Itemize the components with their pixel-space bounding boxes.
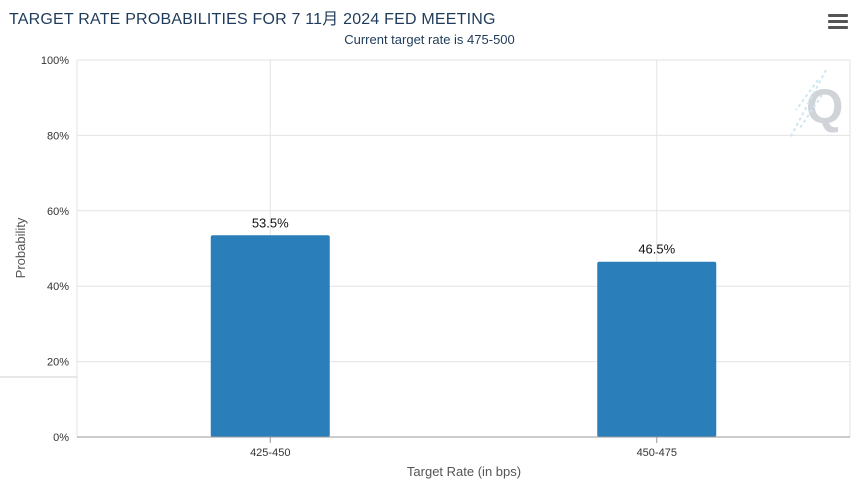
y-tick-label: 60% <box>47 206 69 218</box>
x-tick-label: 425-450 <box>250 447 290 459</box>
chart-title: TARGET RATE PROBABILITIES FOR 7 11月 2024… <box>9 11 496 28</box>
y-tick-label: 40% <box>47 281 69 293</box>
logo-streak <box>795 79 819 111</box>
y-tick-label: 100% <box>41 55 69 67</box>
data-label: 46.5% <box>638 242 675 257</box>
q-logo-text: Q <box>806 81 843 134</box>
grid-lines <box>0 59 851 438</box>
hamburger-menu-icon[interactable] <box>828 14 848 32</box>
data-label: 53.5% <box>252 215 289 230</box>
logo-streak <box>789 69 827 139</box>
x-axis-title: Target Rate (in bps) <box>407 464 521 479</box>
bar-450-475[interactable] <box>597 261 717 437</box>
y-tick-label: 20% <box>47 357 69 369</box>
q-logo-icon: Q <box>789 69 843 139</box>
x-axis-ticks: 425-450 450-475 <box>77 436 850 459</box>
y-tick-label: 80% <box>47 130 69 142</box>
x-tick-label: 450-475 <box>637 447 677 459</box>
y-tick-label: 0% <box>53 432 69 444</box>
bar-425-450[interactable] <box>210 235 330 437</box>
y-axis-ticks: 0% 20% 40% 60% 80% 100% <box>41 55 69 444</box>
data-labels: 53.5% 46.5% <box>252 215 676 256</box>
y-axis-title: Probability <box>13 217 28 278</box>
logo-streak <box>799 94 823 129</box>
bars <box>210 235 717 437</box>
chart-subtitle: Current target rate is 475-500 <box>344 32 515 47</box>
